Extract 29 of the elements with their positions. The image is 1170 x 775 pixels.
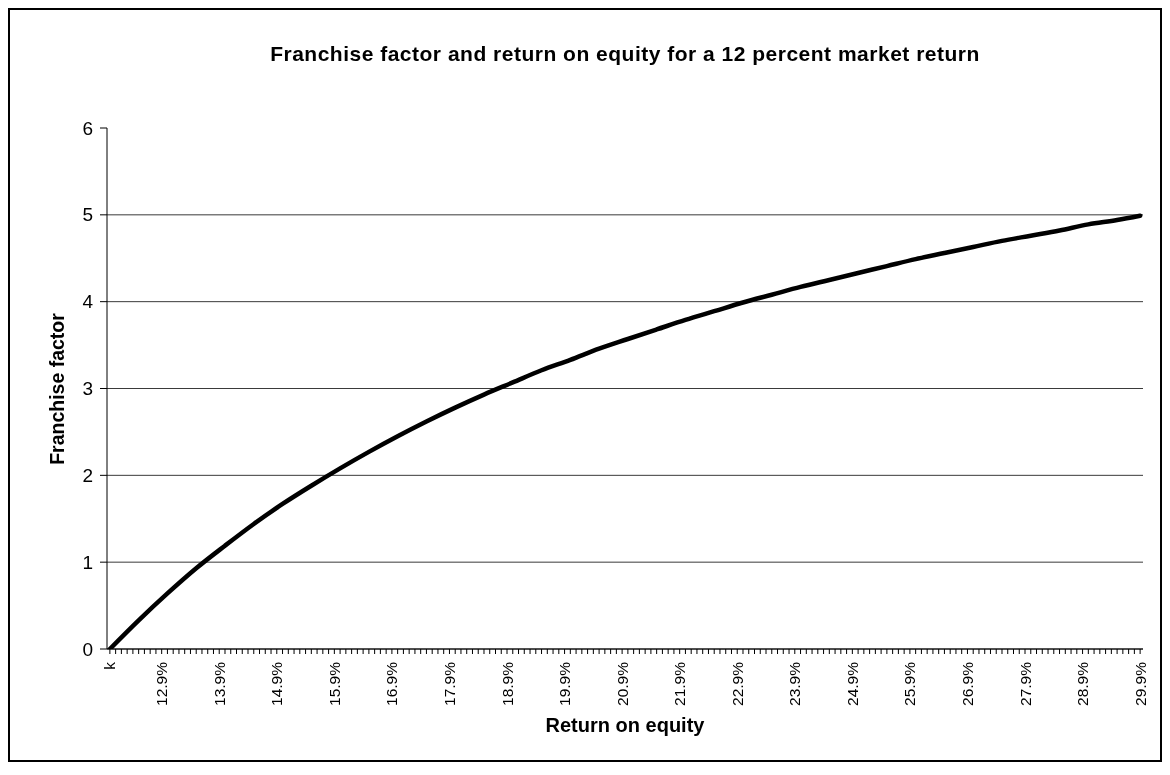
y-tick-label: 6	[82, 117, 93, 139]
y-tick-label: 3	[82, 378, 93, 399]
x-tick-label: 13.9%	[210, 661, 228, 706]
x-tick-label: 27.9%	[1016, 661, 1034, 706]
y-tick-label: 0	[82, 638, 93, 660]
x-tick-label: 18.9%	[498, 661, 516, 706]
x-tick-label: 17.9%	[440, 661, 458, 706]
chart-title: Franchise factor and return on equity for a 12 percent market return	[269, 42, 981, 66]
x-tick-label: 21.9%	[671, 661, 689, 706]
y-tick-label: 5	[82, 204, 93, 226]
y-axis-title: Franchise factor	[45, 312, 69, 465]
x-tick-label: k	[101, 661, 119, 670]
x-tick-label: 12.9%	[153, 661, 171, 706]
x-tick-label: 16.9%	[383, 661, 401, 706]
x-tick-label: 19.9%	[556, 661, 574, 706]
x-tick-label: 23.9%	[786, 661, 804, 706]
x-tick-label: 29.9%	[1131, 661, 1149, 706]
y-tick-label: 2	[82, 464, 93, 486]
x-tick-label: 15.9%	[325, 661, 343, 706]
x-tick-label: 22.9%	[728, 661, 746, 706]
x-tick-label: 26.9%	[958, 661, 976, 706]
y-tick-label: 4	[82, 291, 94, 313]
x-tick-label: 14.9%	[268, 661, 286, 706]
x-tick-label: 20.9%	[613, 661, 631, 706]
x-tick-label: 28.9%	[1074, 661, 1092, 706]
x-axis-title: Return on equity	[544, 714, 706, 737]
x-tick-label: 25.9%	[901, 661, 919, 706]
x-tick-label: 24.9%	[843, 661, 861, 706]
y-tick-label: 1	[82, 551, 93, 573]
